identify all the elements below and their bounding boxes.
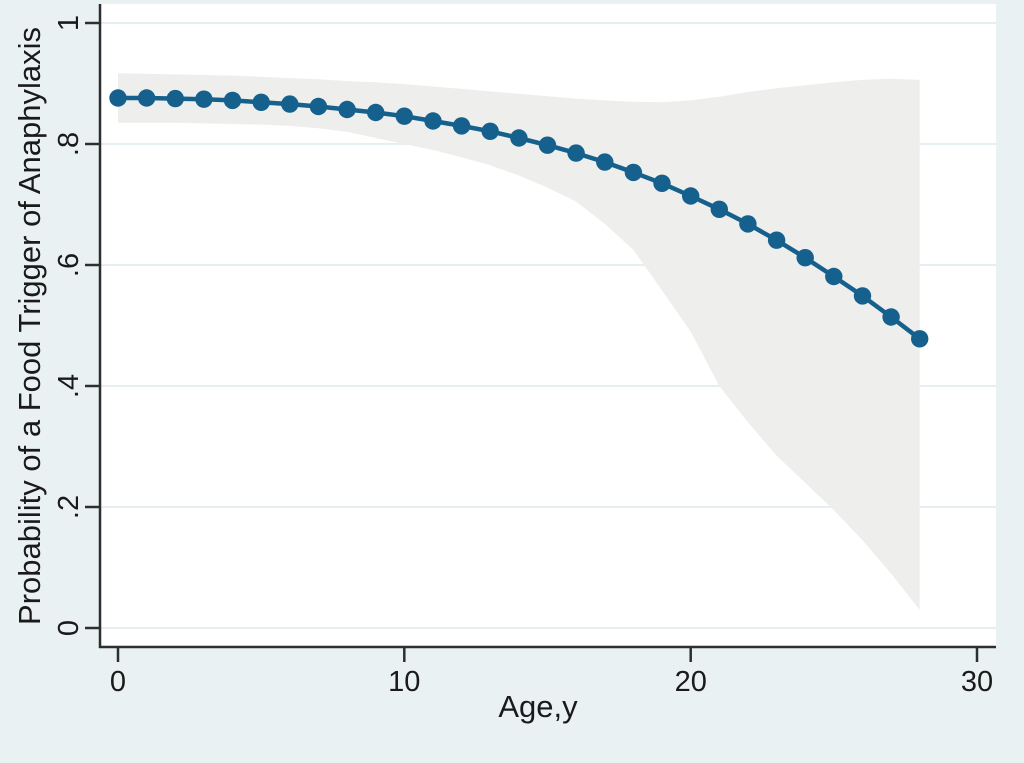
x-tick-label: 0	[110, 666, 126, 698]
series-markers	[109, 89, 929, 348]
x-axis-title: Age,y	[498, 689, 578, 724]
y-axis: 0 .2 .4 .6 .8 1	[53, 4, 102, 648]
x-tick-label: 30	[961, 666, 993, 698]
y-axis-title: Probability of a Food Trigger of Anaphyl…	[12, 27, 47, 625]
x-tick-label: 10	[388, 666, 420, 698]
y-tick-label: 0	[53, 620, 85, 636]
y-tick-label: .2	[53, 495, 85, 519]
x-axis: 0 10 20 30	[99, 645, 996, 698]
x-tick-label: 20	[675, 666, 707, 698]
y-tick-label: .8	[53, 132, 85, 156]
y-tick-label: 1	[53, 15, 85, 31]
y-tick-label: .4	[53, 374, 85, 398]
y-tick-label: .6	[53, 253, 85, 277]
